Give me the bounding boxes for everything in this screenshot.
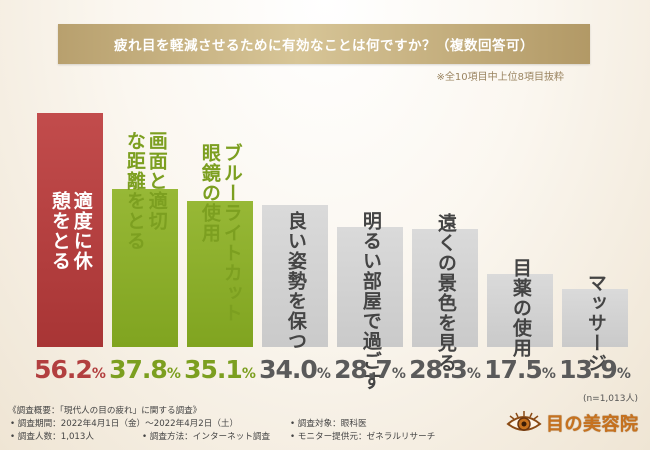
value-label-7: 17.5% [480,355,560,384]
subnote: ※全10項目中上位8項目抜粋 [436,72,564,83]
bar-label-8: マッサージ [584,273,607,373]
value-number: 28.3 [409,355,468,384]
bar-label-3: ブルーライトカット 眼鏡の使用 [198,143,243,323]
bar-7 [487,274,553,347]
value-number: 35.1 [184,355,243,384]
value-label-4: 34.0% [255,355,335,384]
bar-label-2: 画面と適切 な距離をとる [123,131,168,251]
survey-method: • 調査方法：インターネット調査 [142,432,271,442]
value-unit: % [166,366,181,382]
value-number: 37.8 [109,355,168,384]
value-label-8: 13.9% [555,355,635,384]
bar-label-6: 遠くの景色を見る [434,213,457,373]
bar-label-7: 目薬の使用 [509,258,532,358]
value-number: 56.2 [34,355,93,384]
value-label-2: 37.8% [105,355,185,384]
value-label-1: 56.2% [30,355,110,384]
survey-count: • 調査人数：1,013人 [10,432,94,442]
bar-6 [412,229,478,347]
brand-logo: 目の美容院 [506,410,639,436]
bar-2 [112,189,178,347]
value-number: 13.9 [559,355,618,384]
value-label-3: 35.1% [180,355,260,384]
value-unit: % [241,366,256,382]
value-label-6: 28.3% [405,355,485,384]
bar-1 [37,113,103,347]
bar-4 [262,205,328,347]
value-unit: % [91,366,106,382]
value-number: 34.0 [259,355,318,384]
survey-provider: • モニター提供元：ゼネラルリサーチ [290,432,436,442]
eye-icon [506,411,542,431]
survey-period: • 調査期間：2022年4月1日（金）〜2022年4月2日（土） [10,419,239,429]
sample-size-note: (n=1,013人) [582,394,638,404]
value-unit: % [466,366,481,382]
value-number: 17.5 [484,355,543,384]
chart-title: 疲れ目を軽減させるために有効なことは何ですか？（複数回答可） [58,24,590,64]
bar-label-4: 良い姿勢を保つ [284,211,307,351]
bar-5 [337,227,403,347]
bar-label-1: 適度に休 憩をとる [48,191,93,271]
survey-target: • 調査対象：眼科医 [290,419,367,429]
bar-8 [562,289,628,347]
bar-3 [187,201,253,347]
value-label-5: 28.7% [330,355,410,384]
logo-text: 目の美容院 [546,414,639,435]
overview-heading: 《調査概要：「現代人の目の疲れ」に関する調査》 [8,406,202,416]
value-unit: % [316,366,331,382]
bar-label-5: 明るい部屋で過ごす [359,211,382,391]
value-unit: % [391,366,406,382]
value-number: 28.7 [334,355,393,384]
value-unit: % [541,366,556,382]
value-unit: % [616,366,631,382]
